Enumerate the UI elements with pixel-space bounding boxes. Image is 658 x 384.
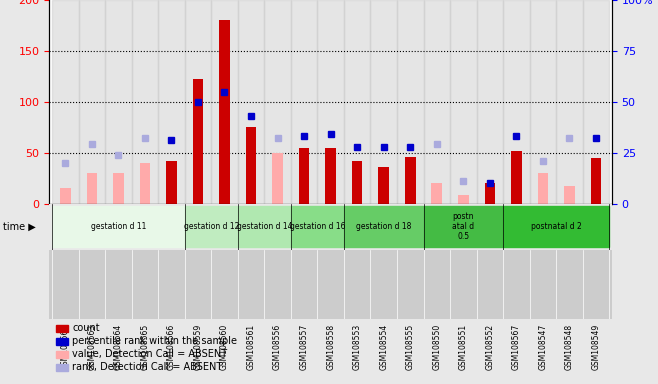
Bar <box>245 127 257 204</box>
Bar <box>113 173 124 204</box>
Text: gestation d 14: gestation d 14 <box>237 222 292 231</box>
Bar <box>352 161 363 204</box>
Bar <box>291 0 317 204</box>
Bar <box>291 206 344 247</box>
Text: percentile rank within the sample: percentile rank within the sample <box>72 336 238 346</box>
Bar <box>105 0 132 204</box>
Bar <box>299 147 309 204</box>
Bar <box>591 158 601 204</box>
Bar <box>158 0 185 204</box>
Bar <box>583 0 609 204</box>
Text: gestation d 12: gestation d 12 <box>184 222 239 231</box>
Bar <box>78 0 105 204</box>
Bar <box>238 0 265 204</box>
Text: count: count <box>72 323 100 333</box>
Bar <box>405 157 416 204</box>
Bar <box>538 173 548 204</box>
Bar <box>530 0 556 204</box>
Bar <box>484 183 495 204</box>
Bar <box>378 167 389 204</box>
Bar <box>265 0 291 204</box>
Bar <box>397 0 424 204</box>
Bar <box>52 206 185 247</box>
Bar <box>556 0 583 204</box>
Text: value, Detection Call = ABSENT: value, Detection Call = ABSENT <box>72 349 228 359</box>
Text: postnatal d 2: postnatal d 2 <box>531 222 582 231</box>
Bar <box>325 147 336 204</box>
Bar <box>317 0 344 204</box>
Bar <box>166 161 177 204</box>
Text: rank, Detection Call = ABSENT: rank, Detection Call = ABSENT <box>72 362 222 372</box>
Bar <box>238 206 291 247</box>
Bar <box>424 0 450 204</box>
Bar <box>86 173 97 204</box>
Bar <box>219 20 230 204</box>
Bar <box>564 186 575 204</box>
Bar <box>193 79 203 204</box>
Bar <box>344 206 424 247</box>
Text: time ▶: time ▶ <box>3 222 36 232</box>
Text: postn
atal d
0.5: postn atal d 0.5 <box>452 212 474 242</box>
Bar <box>503 206 609 247</box>
Bar <box>511 151 522 204</box>
Bar <box>450 0 476 204</box>
Bar <box>503 0 530 204</box>
Bar <box>424 206 503 247</box>
Bar <box>139 163 150 204</box>
Bar <box>476 0 503 204</box>
Text: gestation d 16: gestation d 16 <box>290 222 345 231</box>
Text: gestation d 18: gestation d 18 <box>356 222 411 231</box>
Bar <box>185 0 211 204</box>
Bar <box>52 0 78 204</box>
Bar <box>60 188 70 204</box>
Bar <box>272 152 283 204</box>
Bar <box>211 0 238 204</box>
Text: gestation d 11: gestation d 11 <box>91 222 146 231</box>
Bar <box>344 0 370 204</box>
Bar <box>432 183 442 204</box>
Bar <box>132 0 158 204</box>
Bar <box>458 195 468 204</box>
Bar <box>185 206 238 247</box>
Bar <box>370 0 397 204</box>
